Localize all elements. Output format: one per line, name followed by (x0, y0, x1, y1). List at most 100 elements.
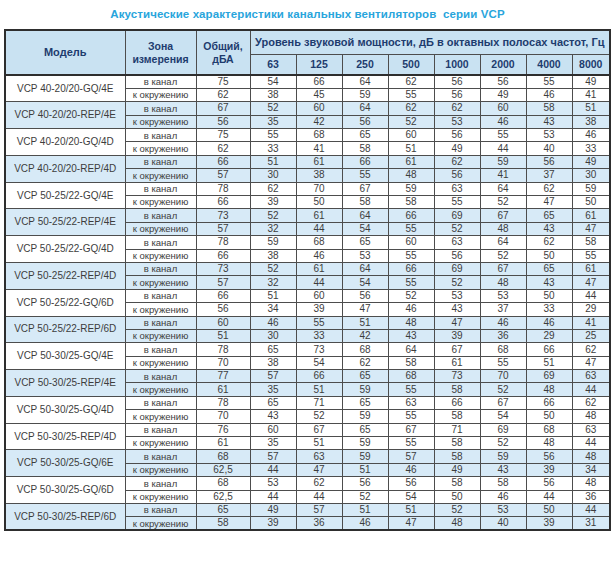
value-cell: 50 (526, 410, 572, 423)
value-cell: 56 (526, 450, 572, 463)
value-cell: 57 (388, 450, 434, 463)
value-cell: 52 (480, 437, 526, 450)
col-header-spl-group: Уровень звуковой мощности, дБ в октавных… (250, 30, 610, 54)
zone-cell: в канал (125, 396, 196, 409)
value-cell: 67 (342, 182, 388, 195)
value-cell: 40 (526, 142, 572, 155)
value-cell: 66 (434, 396, 480, 409)
table-row-in-duct: VCP 50-25/22-GQ/6D в канал 66 51 60 56 5… (5, 289, 610, 302)
value-cell: 58 (526, 102, 572, 115)
value-cell: 44 (526, 490, 572, 503)
col-header-freq-250: 250 (342, 54, 388, 75)
zone-cell: к окружению (125, 115, 196, 128)
value-cell: 35 (250, 383, 296, 396)
value-cell: 55 (480, 356, 526, 369)
value-cell: 56 (526, 155, 572, 168)
zone-cell: в канал (125, 504, 196, 517)
value-cell: 55 (572, 249, 610, 262)
value-cell: 67 (480, 396, 526, 409)
value-cell: 62 (434, 155, 480, 168)
total-dba-cell: 76 (196, 423, 250, 436)
value-cell: 49 (572, 155, 610, 168)
value-cell: 63 (572, 423, 610, 436)
value-cell: 43 (250, 410, 296, 423)
value-cell: 46 (526, 88, 572, 101)
value-cell: 62 (526, 236, 572, 249)
table-row-in-duct: VCP 50-25/22-REP/4E в канал 73 52 61 64 … (5, 209, 610, 222)
value-cell: 51 (250, 155, 296, 168)
value-cell: 44 (296, 276, 342, 289)
value-cell: 63 (434, 236, 480, 249)
value-cell: 51 (296, 383, 342, 396)
value-cell: 65 (342, 370, 388, 383)
col-header-freq-1000: 1000 (434, 54, 480, 75)
total-dba-cell: 73 (196, 262, 250, 275)
value-cell: 52 (342, 490, 388, 503)
page: Акустические характеристики канальных ве… (0, 0, 615, 531)
value-cell: 46 (250, 316, 296, 329)
value-cell: 45 (296, 88, 342, 101)
value-cell: 58 (342, 142, 388, 155)
table-header: Модель Зона измерения Общий, дБА Уровень… (5, 30, 610, 75)
value-cell: 67 (388, 423, 434, 436)
acoustic-characteristics-table: Модель Зона измерения Общий, дБА Уровень… (4, 29, 611, 531)
value-cell: 65 (250, 396, 296, 409)
table-row-in-duct: VCP 50-30/25-GQ/4E в канал 78 65 73 68 6… (5, 343, 610, 356)
zone-cell: к окружению (125, 303, 196, 316)
value-cell: 35 (250, 437, 296, 450)
value-cell: 59 (342, 383, 388, 396)
value-cell: 55 (250, 129, 296, 142)
value-cell: 58 (388, 356, 434, 369)
value-cell: 54 (342, 276, 388, 289)
value-cell: 38 (250, 249, 296, 262)
value-cell: 41 (572, 316, 610, 329)
table-row-in-duct: VCP 50-25/22-GQ/4D в канал 78 59 68 65 6… (5, 236, 610, 249)
model-cell: VCP 50-25/22-REP/4E (5, 209, 125, 236)
value-cell: 46 (572, 129, 610, 142)
zone-cell: в канал (125, 209, 196, 222)
value-cell: 54 (250, 75, 296, 88)
total-dba-cell: 61 (196, 437, 250, 450)
model-cell: VCP 50-25/22-REP/6D (5, 316, 125, 343)
value-cell: 52 (480, 196, 526, 209)
value-cell: 55 (388, 249, 434, 262)
value-cell: 52 (250, 209, 296, 222)
value-cell: 46 (296, 249, 342, 262)
value-cell: 50 (526, 504, 572, 517)
value-cell: 56 (342, 115, 388, 128)
value-cell: 61 (572, 209, 610, 222)
total-dba-cell: 62 (196, 142, 250, 155)
value-cell: 44 (296, 490, 342, 503)
value-cell: 66 (388, 262, 434, 275)
value-cell: 62 (434, 102, 480, 115)
total-dba-cell: 61 (196, 383, 250, 396)
value-cell: 66 (388, 209, 434, 222)
value-cell: 30 (572, 169, 610, 182)
value-cell: 44 (572, 504, 610, 517)
zone-cell: к окружению (125, 410, 196, 423)
value-cell: 49 (250, 504, 296, 517)
total-dba-cell: 68 (196, 450, 250, 463)
value-cell: 60 (250, 423, 296, 436)
value-cell: 52 (296, 410, 342, 423)
value-cell: 56 (342, 477, 388, 490)
value-cell: 37 (526, 169, 572, 182)
value-cell: 51 (388, 142, 434, 155)
value-cell: 67 (480, 262, 526, 275)
total-dba-cell: 70 (196, 356, 250, 369)
value-cell: 65 (342, 129, 388, 142)
value-cell: 46 (388, 463, 434, 476)
value-cell: 68 (296, 236, 342, 249)
value-cell: 44 (572, 437, 610, 450)
value-cell: 69 (480, 423, 526, 436)
value-cell: 59 (480, 450, 526, 463)
zone-cell: к окружению (125, 463, 196, 476)
value-cell: 44 (250, 490, 296, 503)
value-cell: 51 (526, 356, 572, 369)
value-cell: 53 (526, 129, 572, 142)
value-cell: 65 (526, 262, 572, 275)
value-cell: 52 (388, 115, 434, 128)
zone-cell: к окружению (125, 169, 196, 182)
value-cell: 47 (572, 356, 610, 369)
value-cell: 52 (434, 504, 480, 517)
